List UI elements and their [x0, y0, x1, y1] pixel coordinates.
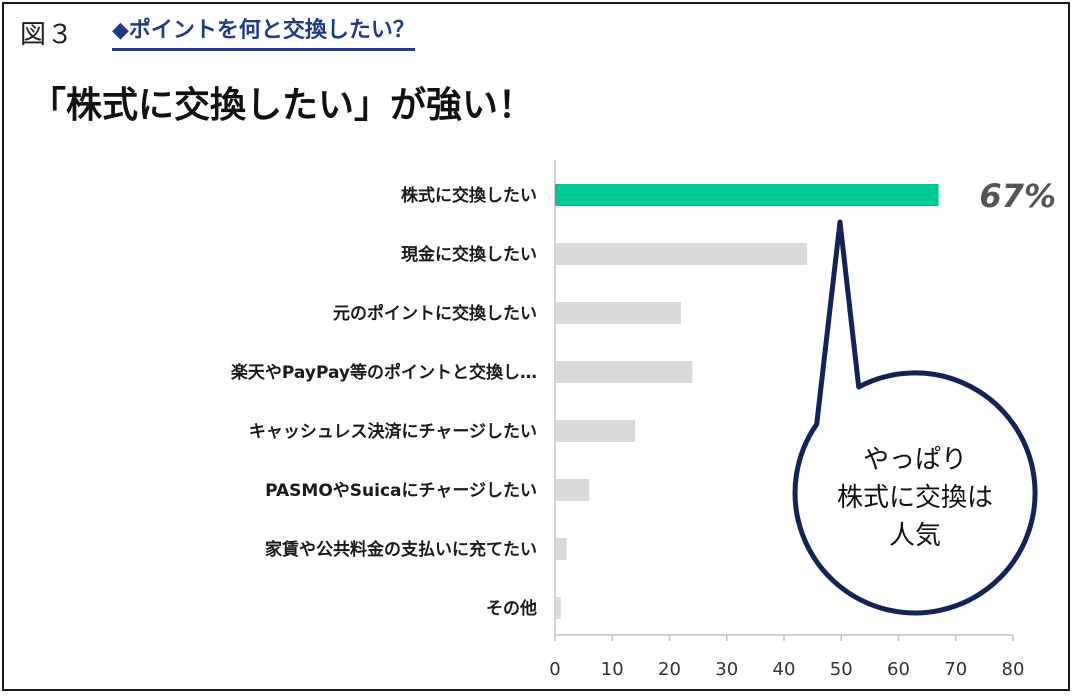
- tick-labels: 0 10 20 30 40 50 60 70 80: [549, 659, 1024, 680]
- bar-3: [555, 361, 693, 383]
- x-tick-label-8: 80: [1002, 659, 1025, 680]
- x-tick-label-6: 60: [887, 659, 910, 680]
- figure-label: 図３: [20, 20, 75, 50]
- value-labels: 67%: [979, 177, 1056, 215]
- x-tick-label-7: 70: [944, 659, 967, 680]
- x-tick-label-0: 0: [549, 659, 560, 680]
- callout-line-2: 株式に交換は: [837, 483, 993, 513]
- x-tick-label-1: 10: [601, 659, 624, 680]
- bars-layer: [555, 184, 939, 619]
- bar-5: [555, 479, 590, 501]
- category-label-1: 現金に交換したい: [401, 244, 537, 265]
- chart-subtitle: ◆ポイントを何と交換したい？: [112, 12, 415, 51]
- category-label-0: 株式に交換したい: [401, 185, 537, 206]
- bar-1: [555, 243, 807, 265]
- bar-4: [555, 420, 636, 442]
- callout-line-1: やっぱり: [863, 445, 967, 475]
- speech-bubble-outline: [792, 219, 1038, 616]
- callout-bubble: やっぱり 株式に交換は 人気: [792, 219, 1038, 616]
- category-labels: 株式に交換したい現金に交換したい元のポイントに交換したい楽天やPayPay等のポ…: [231, 185, 537, 619]
- x-tick-label-5: 50: [830, 659, 853, 680]
- chart-headline: 「株式に交換したい」が強い！: [30, 85, 535, 126]
- category-label-4: キャッシュレス決済にチャージしたい: [249, 421, 537, 442]
- x-tick-label-3: 30: [715, 659, 738, 680]
- category-label-5: PASMOやSuicaにチャージしたい: [265, 481, 537, 501]
- bar-7: [555, 597, 561, 619]
- bar-2: [555, 302, 681, 324]
- x-tick-label-4: 40: [773, 659, 796, 680]
- bar-0: [555, 184, 939, 206]
- category-label-3: 楽天やPayPay等のポイントと交換し…: [231, 362, 537, 383]
- value-label-0: 67%: [979, 177, 1056, 215]
- x-tick-label-2: 20: [658, 659, 681, 680]
- category-label-6: 家賃や公共料金の支払いに充てたい: [265, 539, 537, 560]
- callout-line-3: 人気: [889, 521, 941, 551]
- bar-6: [555, 538, 567, 560]
- category-label-7: その他: [486, 598, 537, 619]
- category-label-2: 元のポイントに交換したい: [333, 303, 537, 324]
